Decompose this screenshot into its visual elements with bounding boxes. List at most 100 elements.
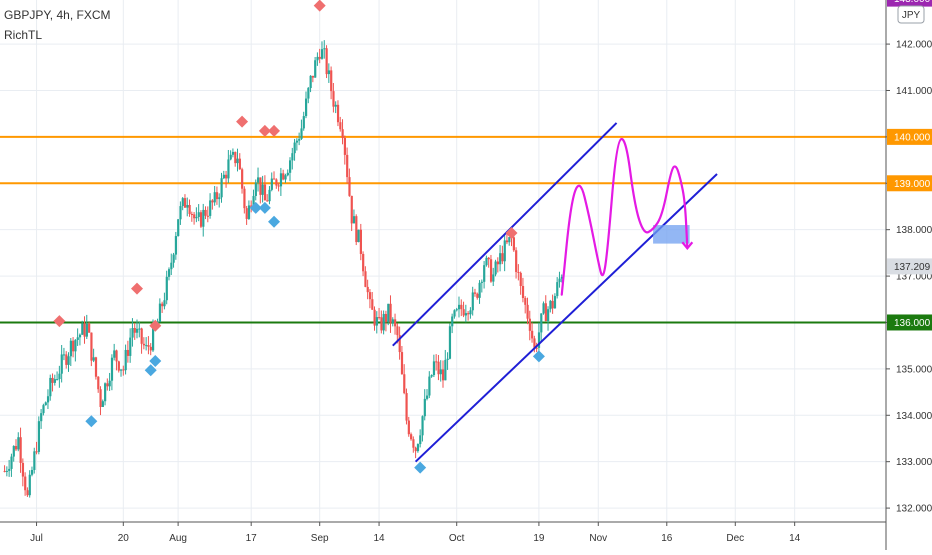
swing-low-marker (249, 201, 262, 214)
candle-up (30, 469, 34, 475)
swing-high-marker (131, 282, 144, 295)
currency-badge (897, 5, 925, 24)
candle-up (391, 319, 394, 323)
level-tag-label: 139.000 (894, 179, 931, 190)
candle-down (122, 369, 125, 371)
candle-up (469, 310, 472, 315)
candle-down (407, 420, 410, 435)
candle-down (266, 200, 269, 202)
time-tick-label: 14 (373, 533, 385, 544)
candle-down (193, 214, 196, 219)
candle-up (327, 70, 331, 75)
candle-down (364, 271, 367, 287)
candle-up (165, 276, 168, 301)
candle-up (110, 357, 114, 381)
candle-up (309, 75, 312, 89)
candle-down (3, 470, 6, 472)
candle-down (21, 462, 25, 477)
candle-up (209, 200, 212, 216)
swing-high-marker (236, 115, 249, 128)
swing-low-marker (268, 215, 281, 228)
candle-up (10, 456, 13, 469)
candle-down (94, 357, 98, 377)
candle-up (485, 257, 488, 266)
candle-down (142, 343, 146, 346)
candle-up (553, 296, 557, 309)
candle-up (416, 444, 420, 452)
candle-up (62, 354, 66, 356)
time-tick-label: Jul (30, 533, 43, 544)
candle-up (174, 236, 178, 255)
candle-up (60, 354, 63, 374)
last-price-label: 137.209 (894, 262, 931, 273)
candle-up (387, 303, 390, 322)
last-price-tag (887, 258, 932, 275)
candle-down (414, 447, 417, 452)
candle-up (53, 379, 57, 383)
candle-up (113, 350, 116, 358)
candle-down (515, 250, 518, 272)
candle-up (181, 198, 184, 207)
time-tick-label: 14 (789, 533, 801, 544)
candle-up (382, 313, 385, 331)
candle-down (355, 216, 358, 243)
candle-up (547, 309, 550, 322)
indicator-label: RichTL (4, 28, 43, 42)
candle-down (133, 327, 136, 333)
candle-up (444, 359, 447, 381)
candle-up (247, 205, 251, 219)
candle-up (304, 98, 308, 117)
candle-down (336, 104, 340, 123)
candle-up (478, 282, 481, 298)
candle-up (179, 206, 182, 220)
candle-up (480, 281, 484, 283)
candle-up (448, 326, 452, 359)
channel-line (392, 122, 618, 347)
candle-down (97, 376, 100, 390)
candle-up (270, 178, 273, 190)
candle-down (533, 338, 536, 348)
candles (3, 40, 563, 498)
candle-down (373, 309, 376, 326)
candle-down (117, 361, 120, 371)
candle-down (35, 451, 38, 453)
candle-up (302, 116, 305, 129)
candle-up (81, 323, 84, 335)
candle-down (115, 350, 118, 362)
candle-down (19, 437, 22, 463)
candle-down (380, 317, 383, 331)
candle-down (215, 192, 219, 200)
candle-up (101, 401, 104, 407)
candle-up (158, 303, 162, 322)
candle-up (186, 204, 189, 208)
candle-down (273, 178, 276, 180)
candle-up (455, 309, 458, 311)
candle-down (473, 292, 477, 294)
candle-down (126, 349, 130, 356)
candle-up (92, 357, 95, 361)
candle-down (437, 361, 440, 375)
candle-up (236, 158, 239, 164)
candle-up (492, 274, 495, 282)
candle-up (499, 253, 502, 265)
grid (0, 0, 886, 522)
candle-up (291, 153, 294, 161)
projection-curve (560, 138, 689, 296)
level-tag-label: 140.000 (894, 132, 931, 143)
candle-up (426, 395, 429, 399)
candle-down (512, 237, 515, 251)
candle-up (49, 377, 52, 397)
candle-up (279, 173, 283, 187)
time-tick-label: Aug (169, 533, 187, 544)
candle-up (430, 375, 433, 377)
candle-down (199, 212, 203, 227)
candle-down (330, 70, 333, 92)
candle-down (282, 173, 285, 180)
swing-low-marker (149, 354, 162, 367)
candle-up (202, 209, 205, 227)
candle-up (464, 313, 468, 316)
candle-down (332, 91, 335, 107)
candle-down (394, 319, 397, 327)
